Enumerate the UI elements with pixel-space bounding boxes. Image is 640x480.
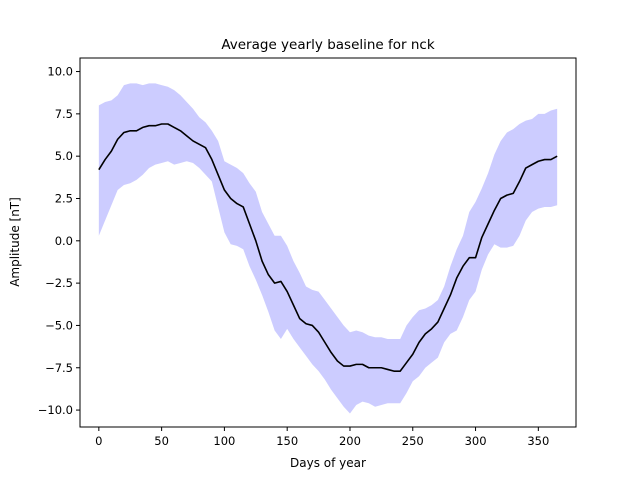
x-tick-label: 0 xyxy=(95,434,102,448)
x-axis-label: Days of year xyxy=(290,456,366,470)
y-axis-label: Amplitude [nT] xyxy=(8,197,22,287)
plot-area xyxy=(98,83,558,414)
y-tick-label: 7.5 xyxy=(55,107,73,121)
y-tick-label: 2.5 xyxy=(55,191,73,205)
axes-frame xyxy=(79,57,577,428)
y-axis: 10.0 7.5 5.0 2.5 0.0 −2.5 −5.0 −7.5 −10.0 xyxy=(38,65,80,417)
x-tick-label: 350 xyxy=(527,434,549,448)
x-tick-label: 150 xyxy=(276,434,298,448)
x-tick-label: 300 xyxy=(465,434,487,448)
mean-baseline-line xyxy=(98,123,558,372)
y-tick-label: −7.5 xyxy=(45,361,73,375)
y-tick-label: −5.0 xyxy=(45,318,73,332)
y-tick-label: −10.0 xyxy=(38,403,73,417)
x-axis: 0 50 100 150 200 250 300 350 xyxy=(95,427,549,448)
x-tick-label: 100 xyxy=(213,434,235,448)
y-tick-label: 5.0 xyxy=(55,149,73,163)
y-tick-label: 0.0 xyxy=(55,234,73,248)
x-tick-label: 200 xyxy=(339,434,361,448)
y-tick-label: 10.0 xyxy=(47,65,73,79)
x-tick-label: 50 xyxy=(154,434,169,448)
y-tick-label: −2.5 xyxy=(45,276,73,290)
chart-title: Average yearly baseline for nck xyxy=(221,37,435,53)
x-tick-label: 250 xyxy=(402,434,424,448)
confidence-band xyxy=(98,83,558,414)
